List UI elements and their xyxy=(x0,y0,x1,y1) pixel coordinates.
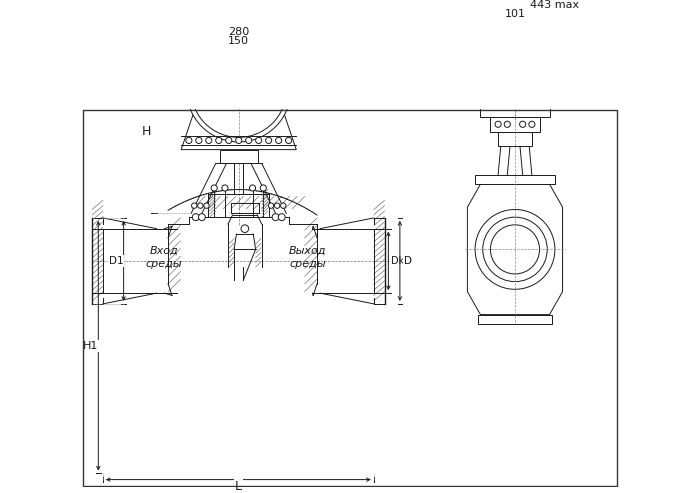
Circle shape xyxy=(475,210,555,289)
Circle shape xyxy=(186,138,192,143)
Bar xyxy=(598,73,612,99)
Text: 150: 150 xyxy=(228,36,249,46)
Bar xyxy=(284,78,300,105)
Bar xyxy=(220,149,258,164)
Circle shape xyxy=(256,138,262,143)
Text: Выход
среды: Выход среды xyxy=(289,246,326,269)
Circle shape xyxy=(272,213,279,220)
Bar xyxy=(550,67,598,105)
Circle shape xyxy=(612,80,624,92)
Circle shape xyxy=(241,225,248,233)
Circle shape xyxy=(197,203,203,209)
Circle shape xyxy=(528,121,535,127)
Bar xyxy=(202,42,276,50)
Circle shape xyxy=(196,138,202,143)
Circle shape xyxy=(519,121,526,127)
Circle shape xyxy=(278,213,285,220)
Circle shape xyxy=(192,203,197,209)
Circle shape xyxy=(289,100,294,105)
Text: H1: H1 xyxy=(83,341,98,351)
Circle shape xyxy=(274,203,280,209)
Text: D1: D1 xyxy=(108,256,123,266)
Bar xyxy=(486,35,544,54)
Circle shape xyxy=(206,138,212,143)
Circle shape xyxy=(216,138,222,143)
Circle shape xyxy=(483,217,547,282)
Circle shape xyxy=(211,185,217,191)
Circle shape xyxy=(495,121,501,127)
Circle shape xyxy=(281,203,286,209)
Bar xyxy=(478,315,552,324)
Circle shape xyxy=(606,73,630,98)
Circle shape xyxy=(286,138,292,143)
Text: Dk: Dk xyxy=(391,256,404,266)
Bar xyxy=(491,117,540,132)
Text: 280: 280 xyxy=(228,27,249,37)
Bar xyxy=(480,54,550,117)
Circle shape xyxy=(249,185,256,191)
Circle shape xyxy=(186,37,291,142)
Bar xyxy=(558,51,584,67)
Circle shape xyxy=(289,81,294,86)
Text: L: L xyxy=(234,480,241,493)
Bar xyxy=(199,50,279,67)
Circle shape xyxy=(491,225,540,274)
Circle shape xyxy=(276,138,281,143)
Circle shape xyxy=(260,185,267,191)
Circle shape xyxy=(265,138,272,143)
Bar xyxy=(193,67,284,111)
Circle shape xyxy=(222,185,228,191)
Circle shape xyxy=(183,91,188,95)
Text: D: D xyxy=(404,256,412,266)
Circle shape xyxy=(198,213,205,220)
Circle shape xyxy=(204,203,209,209)
Circle shape xyxy=(504,121,510,127)
Text: 101: 101 xyxy=(505,9,526,19)
Circle shape xyxy=(191,42,286,138)
Text: H: H xyxy=(142,125,151,138)
Bar xyxy=(491,27,540,35)
Circle shape xyxy=(231,82,246,98)
Circle shape xyxy=(225,138,232,143)
Circle shape xyxy=(193,213,200,220)
Circle shape xyxy=(289,91,294,95)
Bar xyxy=(498,132,532,146)
Polygon shape xyxy=(468,184,563,315)
Circle shape xyxy=(236,138,241,143)
Circle shape xyxy=(236,87,241,93)
Circle shape xyxy=(268,203,274,209)
Text: Вход
среды: Вход среды xyxy=(146,246,183,269)
Circle shape xyxy=(183,100,188,105)
Circle shape xyxy=(246,138,252,143)
Circle shape xyxy=(183,81,188,86)
Bar xyxy=(177,79,194,104)
Bar xyxy=(475,175,555,184)
Text: 443 max: 443 max xyxy=(531,0,580,10)
Polygon shape xyxy=(181,111,296,149)
